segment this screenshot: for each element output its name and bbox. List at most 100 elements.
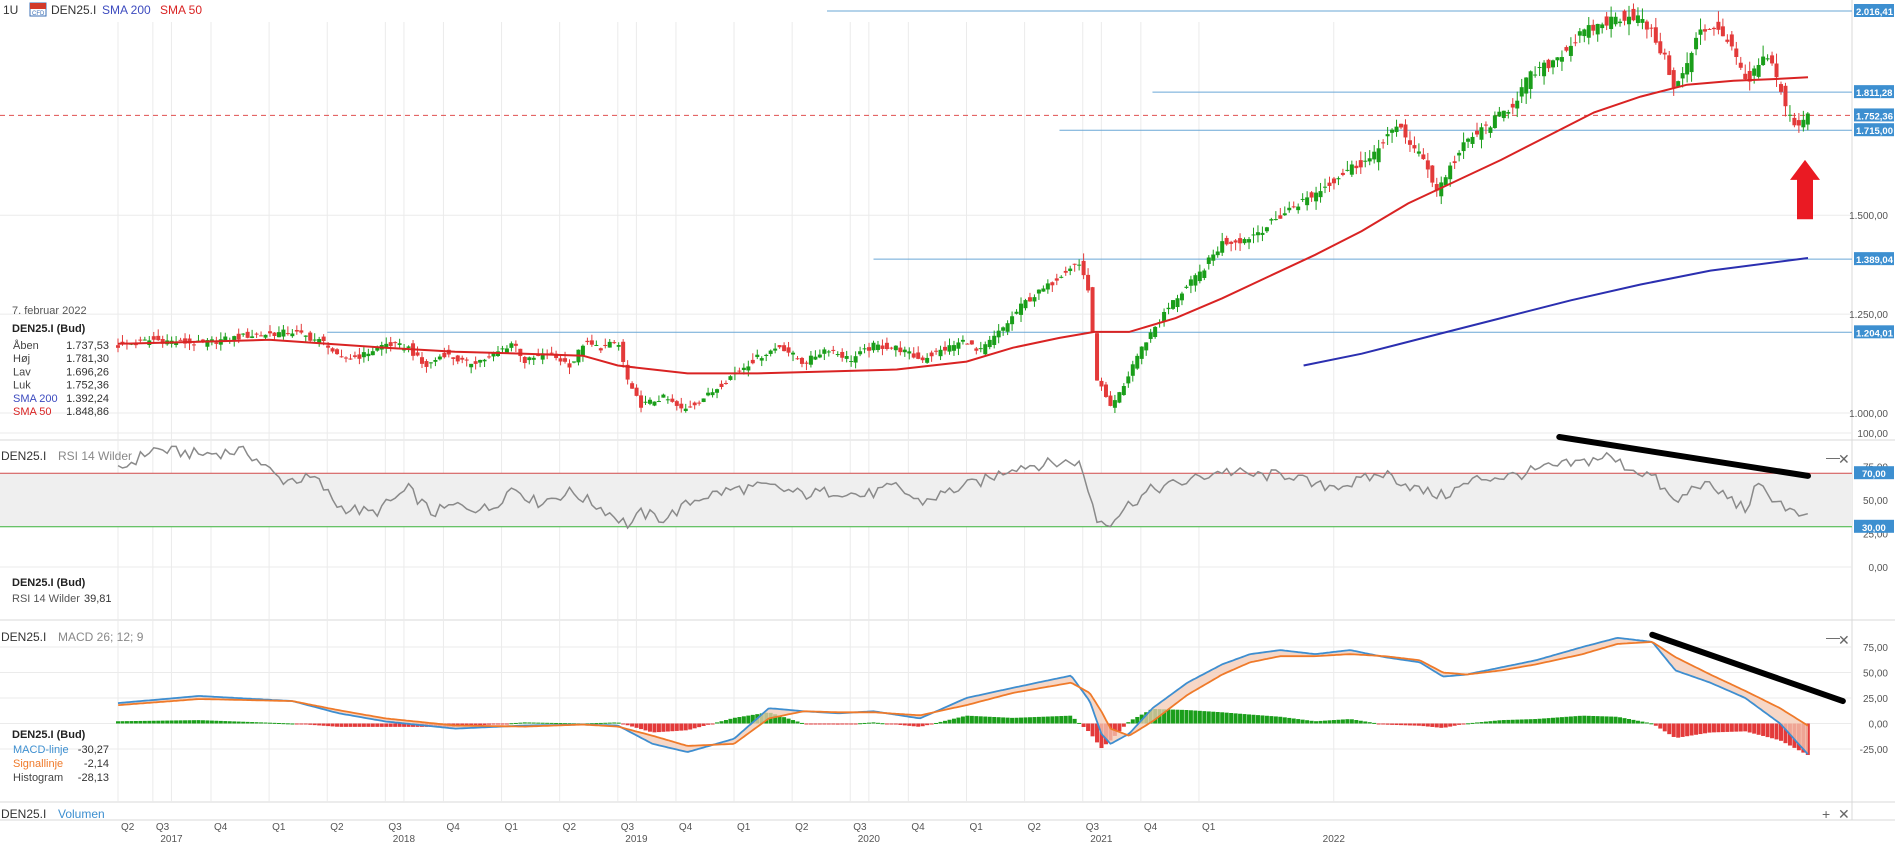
macd-histogram-bar: [1443, 723, 1448, 728]
macd-minimize-icon[interactable]: —: [1826, 629, 1840, 645]
candle-body: [934, 350, 939, 352]
macd-histogram-bar: [1501, 720, 1506, 724]
quarter-tick-label: Q3: [853, 822, 867, 833]
volume-close-icon[interactable]: ✕: [1838, 806, 1850, 822]
macd-histogram-bar: [147, 720, 152, 724]
symbol-label[interactable]: DEN25.I: [51, 3, 96, 17]
macd-info-value: -28,13: [78, 772, 109, 784]
macd-close-icon[interactable]: ✕: [1838, 632, 1850, 648]
macd-histogram-bar: [867, 722, 872, 724]
candle-body: [656, 401, 661, 403]
macd-histogram-bar: [317, 723, 322, 726]
candle-body: [205, 340, 210, 347]
macd-axis-tick: 75,00: [1863, 643, 1888, 654]
rsi-indicator-label[interactable]: RSI 14 Wilder: [58, 449, 132, 463]
sma50-legend[interactable]: SMA 50: [160, 3, 202, 17]
candle-body: [1148, 332, 1153, 339]
candle-body: [1720, 26, 1725, 37]
macd-histogram-bar: [960, 716, 965, 724]
candle-body: [692, 402, 697, 406]
candle-body: [1662, 52, 1667, 55]
candle-body: [1215, 251, 1220, 256]
volume-label[interactable]: Volumen: [58, 807, 105, 821]
macd-histogram-bar: [1242, 714, 1247, 724]
macd-histogram-bar: [1027, 717, 1032, 724]
macd-histogram-bar: [536, 722, 541, 724]
rsi-minimize-icon[interactable]: —: [1826, 449, 1840, 465]
candle-body: [308, 332, 313, 341]
candle-body: [1023, 300, 1028, 309]
macd-histogram-bar: [647, 723, 652, 732]
candle-body: [1698, 29, 1703, 35]
macd-histogram-bar: [1251, 714, 1256, 724]
macd-histogram-bar: [241, 721, 246, 724]
candle-body: [1242, 239, 1247, 244]
macd-histogram-bar: [594, 723, 599, 725]
candle-body: [1519, 87, 1524, 97]
macd-histogram-bar: [1309, 720, 1314, 724]
candle-body: [1050, 282, 1055, 286]
candle-body: [393, 342, 398, 344]
macd-histogram-bar: [1573, 716, 1578, 724]
macd-histogram-bar: [1680, 723, 1685, 737]
candle-body: [1774, 63, 1779, 78]
candle-body: [442, 352, 447, 358]
candle-body: [1738, 62, 1743, 68]
candle-body: [1644, 21, 1649, 30]
candle-body: [947, 345, 952, 352]
price-tag-label: 1.204,01: [1856, 328, 1894, 339]
candle-body: [723, 382, 728, 384]
macd-histogram-bar: [1001, 717, 1006, 724]
macd-histogram-bar: [1622, 718, 1627, 724]
infobox-label: Luk: [13, 380, 31, 392]
candle-body: [822, 349, 827, 354]
candle-body: [424, 361, 429, 367]
macd-histogram-bar: [1229, 712, 1234, 724]
candle-body: [1528, 71, 1533, 89]
candle-body: [1685, 63, 1690, 75]
macd-histogram-bar: [1595, 716, 1600, 724]
candle-body: [451, 357, 456, 359]
candle-body: [482, 359, 487, 362]
macd-histogram-bar: [1166, 709, 1171, 724]
macd-histogram-bar: [1394, 723, 1399, 725]
candle-body: [1305, 197, 1310, 206]
candle-body: [1680, 73, 1685, 79]
candle-body: [598, 348, 603, 351]
macd-histogram-bar: [1162, 709, 1167, 724]
macd-histogram-bar: [1054, 716, 1059, 724]
infobox-label: Åben: [13, 339, 39, 352]
candle-body: [1077, 264, 1082, 266]
candle-body: [250, 336, 255, 338]
candle-body: [925, 357, 930, 363]
macd-histogram-bar: [160, 720, 165, 724]
macd-indicator-label[interactable]: MACD 26; 12; 9: [58, 630, 144, 644]
candle-body: [1483, 124, 1488, 126]
macd-histogram-bar: [1323, 720, 1328, 724]
macd-histogram-bar: [652, 723, 657, 733]
candle-body: [607, 341, 612, 348]
macd-histogram-bar: [522, 722, 527, 724]
candle-body: [1448, 165, 1453, 180]
rsi-close-icon[interactable]: ✕: [1838, 451, 1850, 467]
candle-body: [1542, 62, 1547, 77]
macd-histogram-bar: [549, 722, 554, 724]
candle-body: [1193, 275, 1198, 286]
macd-histogram-bar: [1466, 723, 1471, 725]
candle-body: [174, 342, 179, 345]
candle-body: [849, 361, 854, 363]
candle-body: [1229, 241, 1234, 244]
timeframe-label[interactable]: 1U: [3, 3, 18, 17]
volume-add-icon[interactable]: +: [1822, 806, 1830, 822]
quarter-tick-label: Q2: [1028, 822, 1042, 833]
price-axis-tick: 1.250,00: [1849, 310, 1888, 321]
macd-histogram-bar: [1716, 723, 1721, 733]
infobox-value: 1.752,36: [66, 380, 109, 392]
gridlines: [0, 22, 1852, 802]
infobox-rows: Åben 1.737,53 Høj 1.781,30 Lav 1.696,26 Luk 1.7…: [13, 339, 109, 418]
sma200-legend[interactable]: SMA 200: [102, 3, 151, 17]
candle-body: [1577, 31, 1582, 36]
macd-histogram-bar: [1314, 721, 1319, 724]
candle-body: [1390, 129, 1395, 133]
